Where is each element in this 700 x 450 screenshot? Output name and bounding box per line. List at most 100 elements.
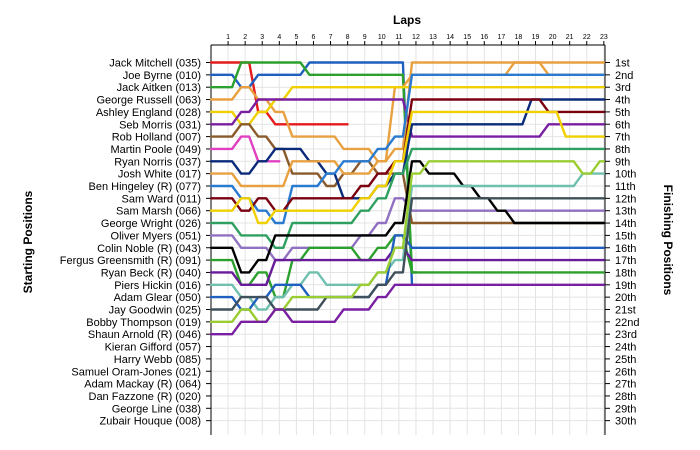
driver-series-line — [209, 147, 605, 249]
plot-frame — [206, 41, 610, 435]
driver-series-line — [209, 61, 349, 126]
start-position-label: Sam Ward (011) — [122, 193, 201, 205]
lap-tick-label: 13 — [429, 34, 437, 41]
lap-tick-label: 10 — [378, 34, 386, 41]
start-position-label: Ashley England (028) — [96, 107, 201, 119]
finish-position-label: 25th — [615, 354, 636, 366]
lap-tick-label: 1 — [226, 34, 230, 41]
finish-position-label: 7th — [615, 132, 630, 144]
finish-position-label: 6th — [615, 119, 630, 131]
finish-position-label: 1st — [615, 58, 630, 70]
finish-position-label: 9th — [615, 156, 630, 168]
finish-position-label: 4th — [615, 95, 630, 107]
finish-position-label: 8th — [615, 144, 630, 156]
driver-series-line — [209, 172, 605, 311]
finish-position-label: 13th — [615, 206, 636, 218]
start-position-label: Harry Webb (085) — [114, 354, 201, 366]
start-position-label: Jack Mitchell (035) — [109, 58, 201, 70]
lap-tick-label: 20 — [549, 34, 557, 41]
driver-series-line — [209, 246, 605, 286]
lap-tick-label: 22 — [583, 34, 591, 41]
start-position-label: Piers Hickin (016) — [114, 280, 201, 292]
start-position-label: Bobby Thompson (019) — [86, 317, 201, 329]
driver-series-line — [209, 61, 605, 188]
start-position-label: Shaun Arnold (R) (046) — [88, 329, 201, 341]
lap-tick-label: 4 — [277, 34, 281, 41]
lap-tick-label: 9 — [363, 34, 367, 41]
finish-position-label: 18th — [615, 267, 636, 279]
finish-position-label: 14th — [615, 218, 636, 230]
x-axis-title: Laps — [393, 13, 421, 27]
start-position-label: Adam Mackay (R) (064) — [84, 379, 201, 391]
finish-position-label: 24th — [615, 342, 636, 354]
start-position-label: Joe Byrne (010) — [123, 70, 201, 82]
driver-series-line — [209, 61, 418, 274]
finish-position-label: 10th — [615, 169, 636, 181]
right-axis-title: Finishing Positions — [661, 185, 675, 296]
start-position-label: Oliver Myers (051) — [111, 230, 201, 242]
start-position-label: Ryan Norris (037) — [114, 156, 201, 168]
driver-series-line — [209, 234, 605, 311]
start-position-label: Jay Goodwin (025) — [109, 305, 201, 317]
start-position-label: Zubair Houque (008) — [99, 416, 201, 428]
driver-series-line — [209, 98, 605, 138]
start-position-label: George Wright (026) — [101, 218, 201, 230]
driver-series-line — [209, 283, 605, 336]
finish-position-label: 19th — [615, 280, 636, 292]
finishing-position-labels: 1st2nd3rd4th5th6th7th8th9th10th11th12th1… — [615, 58, 639, 428]
start-position-label: Martin Poole (049) — [111, 144, 202, 156]
lap-tick-label: 7 — [329, 34, 333, 41]
start-position-label: Dan Fazzone (R) (020) — [89, 391, 202, 403]
lap-tick-label: 18 — [515, 34, 523, 41]
start-position-label: Ben Hingeley (R) (077) — [89, 181, 202, 193]
start-position-label: Ryan Beck (R) (040) — [101, 267, 201, 279]
lap-tick-label: 14 — [446, 34, 454, 41]
start-position-label: Fergus Greensmith (R) (091) — [60, 255, 201, 267]
lap-tick-label: 6 — [312, 34, 316, 41]
finish-position-label: 16th — [615, 243, 636, 255]
lap-tick-label: 2 — [243, 34, 247, 41]
finish-position-label: 11th — [615, 181, 636, 193]
lap-tick-label: 23 — [600, 34, 608, 41]
start-position-label: Samuel Oram-Jones (021) — [71, 366, 201, 378]
finish-position-label: 3rd — [615, 82, 631, 94]
driver-series-line — [209, 160, 605, 274]
series-group — [209, 61, 605, 336]
start-position-label: George Russell (063) — [96, 95, 201, 107]
start-position-label: George Line (038) — [112, 403, 201, 415]
lap-tick-label: 5 — [294, 34, 298, 41]
lap-tick-label: 15 — [463, 34, 471, 41]
lap-tick-label: 21 — [566, 34, 574, 41]
driver-series-line — [209, 73, 605, 225]
lap-tick-label: 3 — [260, 34, 264, 41]
finish-position-label: 15th — [615, 230, 636, 242]
start-position-label: Sam Marsh (066) — [116, 206, 201, 218]
finish-position-label: 20th — [615, 292, 636, 304]
finish-position-label: 17th — [615, 255, 636, 267]
start-position-label: Kieran Gifford (057) — [105, 342, 201, 354]
finish-position-label: 27th — [615, 379, 636, 391]
finish-position-label: 12th — [615, 193, 636, 205]
lap-tick-labels: 1 2 3 4 5 6 7 8 9 10 11 12 13 14 15 16 17 18 19 20 21 22 23 — [226, 34, 608, 41]
finish-position-label: 21st — [615, 305, 636, 317]
starting-position-labels: Jack Mitchell (035)Joe Byrne (010)Jack A… — [60, 58, 201, 428]
finish-position-label: 23rd — [615, 329, 637, 341]
start-position-label: Josh White (017) — [118, 169, 201, 181]
driver-series-line — [209, 135, 281, 163]
lap-tick-label: 17 — [497, 34, 505, 41]
finish-position-label: 5th — [615, 107, 630, 119]
lap-tick-label: 11 — [395, 34, 402, 41]
lap-tick-label: 16 — [480, 34, 488, 41]
left-axis-title: Starting Positions — [21, 190, 35, 293]
finish-position-label: 28th — [615, 391, 636, 403]
lap-tick-label: 12 — [412, 34, 420, 41]
lap-tick-label: 19 — [532, 34, 540, 41]
finish-position-label: 29th — [615, 403, 636, 415]
start-position-label: Seb Morris (031) — [119, 119, 201, 131]
finish-position-label: 26th — [615, 366, 636, 378]
finish-position-label: 30th — [615, 416, 636, 428]
finish-position-label: 2nd — [615, 70, 633, 82]
start-position-label: Colin Noble (R) (043) — [97, 243, 201, 255]
start-position-label: Rob Holland (007) — [112, 132, 201, 144]
